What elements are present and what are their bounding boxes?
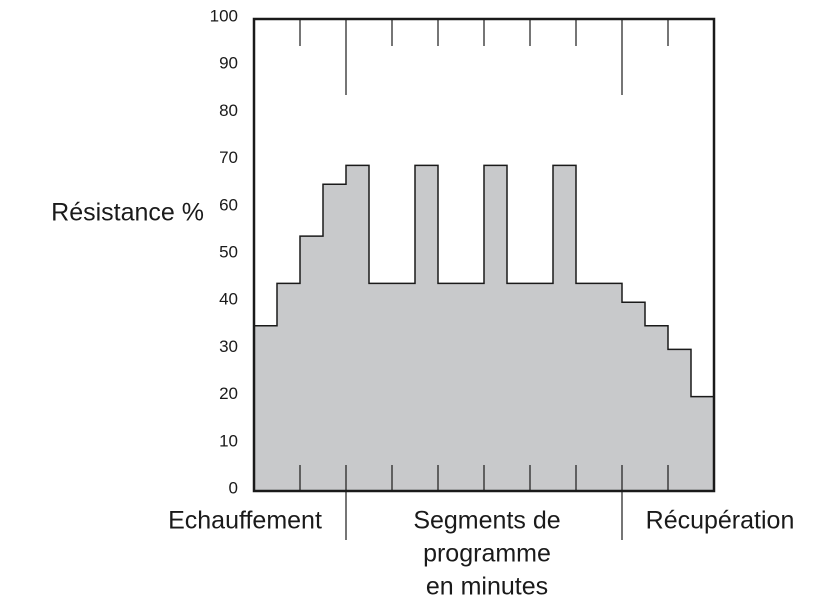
step-bar bbox=[622, 302, 645, 491]
x-axis-label: en minutes bbox=[426, 573, 548, 601]
step-outline bbox=[254, 164, 714, 398]
plot-frame bbox=[252, 17, 716, 493]
x-axis-label: programme bbox=[423, 540, 551, 568]
step-bar bbox=[346, 165, 369, 491]
step-bar bbox=[668, 349, 691, 491]
section-label: Echauffement bbox=[168, 507, 322, 535]
step-bar bbox=[438, 283, 484, 491]
y-tick-label: 0 bbox=[229, 478, 238, 497]
x-axis-label: Segments de bbox=[413, 507, 560, 535]
y-tick-label: 20 bbox=[219, 384, 238, 403]
step-bar bbox=[553, 165, 576, 491]
y-tick-label: 10 bbox=[219, 431, 238, 450]
step-bar bbox=[691, 396, 714, 491]
step-bar bbox=[300, 236, 323, 491]
y-axis-label: Résistance % bbox=[51, 199, 204, 227]
y-tick-label: 80 bbox=[219, 101, 238, 120]
y-tick-label: 30 bbox=[219, 337, 238, 356]
y-tick-label: 90 bbox=[219, 54, 238, 73]
section-label: Récupération bbox=[646, 507, 795, 535]
step-bar bbox=[277, 283, 300, 491]
step-bar bbox=[576, 283, 622, 491]
step-bar bbox=[507, 283, 553, 491]
step-bar bbox=[645, 325, 668, 491]
step-bar bbox=[484, 165, 507, 491]
y-tick-label: 70 bbox=[219, 148, 238, 167]
step-bar bbox=[369, 283, 415, 491]
step-bar bbox=[415, 165, 438, 491]
y-tick-label: 40 bbox=[219, 290, 238, 309]
step-bar bbox=[323, 184, 346, 491]
step-bar bbox=[254, 325, 277, 491]
y-tick-label: 60 bbox=[219, 195, 238, 214]
y-tick-label: 100 bbox=[210, 6, 238, 25]
y-tick-label: 50 bbox=[219, 242, 238, 261]
